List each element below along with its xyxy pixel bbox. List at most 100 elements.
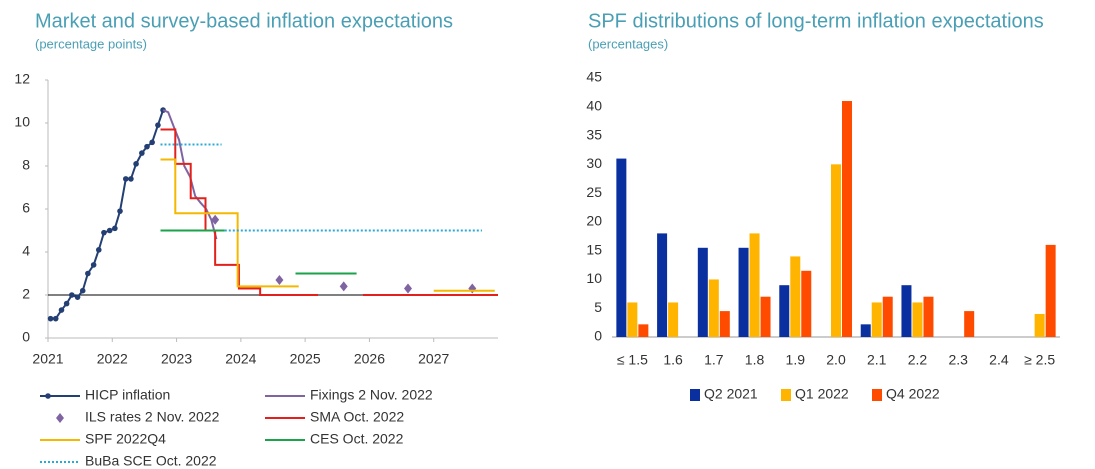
bar — [964, 311, 975, 337]
bar — [719, 311, 730, 337]
bar — [801, 270, 812, 337]
bar — [760, 296, 771, 337]
bar — [912, 302, 923, 337]
legend-label: Q1 2022 — [795, 386, 849, 402]
point — [149, 139, 155, 146]
y-tick-label: 5 — [594, 299, 602, 315]
legend-label: BuBa SCE Oct. 2022 — [85, 453, 217, 469]
legend-label: Q2 2021 — [704, 386, 758, 402]
x-tick-label: ≤ 1.5 — [617, 352, 648, 368]
legend-label: ILS rates 2 Nov. 2022 — [85, 409, 220, 425]
series-line — [160, 158, 299, 288]
x-tick-label: 1.6 — [663, 352, 683, 368]
point — [74, 294, 81, 300]
x-tick-label: 2026 — [354, 351, 385, 367]
y-tick-label: 45 — [586, 69, 602, 85]
x-tick-label: 2025 — [290, 351, 321, 367]
bar — [779, 285, 790, 337]
series-line — [50, 109, 165, 320]
point — [68, 292, 75, 298]
point — [90, 262, 97, 268]
point — [79, 287, 86, 294]
x-tick-label: 2024 — [225, 351, 256, 367]
point — [47, 315, 54, 322]
point — [52, 315, 59, 322]
y-tick-label: 25 — [586, 184, 602, 200]
legend-label: Fixings 2 Nov. 2022 — [310, 387, 433, 403]
bar — [749, 233, 760, 337]
legend-marker — [56, 413, 64, 423]
bar — [871, 302, 882, 337]
bar — [882, 296, 893, 337]
x-tick-label: 2023 — [161, 351, 192, 367]
y-tick-label: 2 — [22, 286, 30, 302]
bar — [831, 164, 841, 337]
point — [404, 283, 412, 294]
legend-label: HICP inflation — [85, 387, 170, 403]
series-line — [160, 128, 318, 296]
x-tick-label: 2.4 — [989, 352, 1009, 368]
x-tick-label: 1.9 — [786, 352, 806, 368]
bar — [616, 158, 627, 337]
chart-subtitle: (percentages) — [588, 36, 668, 51]
point — [339, 281, 348, 292]
legend-swatch — [872, 389, 882, 401]
x-tick-label: 2.2 — [908, 352, 928, 368]
legend-swatch — [781, 389, 791, 401]
point — [101, 229, 107, 236]
point — [117, 208, 123, 214]
bar — [790, 256, 801, 337]
y-tick-label: 10 — [586, 270, 602, 286]
bar — [901, 285, 912, 337]
chart-subtitle: (percentage points) — [35, 36, 147, 51]
point — [128, 176, 134, 182]
x-tick-label: 2022 — [97, 351, 128, 367]
y-tick-label: 15 — [586, 241, 602, 257]
point — [85, 270, 91, 277]
point — [133, 161, 139, 167]
point — [211, 214, 220, 225]
point — [58, 307, 65, 313]
bar — [860, 324, 871, 337]
bar — [657, 233, 668, 337]
chart-title: Market and survey-based inflation expect… — [35, 10, 453, 32]
x-tick-label: 2.3 — [948, 352, 968, 368]
point — [112, 225, 118, 232]
x-tick-label: ≥ 2.5 — [1024, 352, 1055, 368]
legend-label: CES Oct. 2022 — [310, 431, 404, 447]
point — [95, 247, 102, 253]
x-tick-label: 2021 — [32, 351, 63, 367]
x-tick-label: 1.8 — [745, 352, 765, 368]
bar — [923, 296, 934, 337]
chart-title: SPF distributions of long-term inflation… — [588, 10, 1044, 32]
point — [106, 227, 113, 234]
bar — [842, 101, 852, 338]
y-tick-label: 8 — [22, 157, 30, 173]
point — [275, 274, 284, 285]
bar — [1045, 244, 1056, 337]
x-tick-label: 2.0 — [826, 352, 846, 368]
bar — [708, 279, 719, 337]
legend-label: SMA Oct. 2022 — [310, 409, 404, 425]
y-tick-label: 30 — [586, 155, 602, 171]
x-tick-label: 2027 — [418, 351, 449, 367]
y-tick-label: 6 — [22, 200, 30, 216]
point — [63, 300, 70, 307]
legend-label: SPF 2022Q4 — [85, 431, 166, 447]
legend-swatch — [690, 389, 700, 401]
point — [122, 176, 129, 182]
y-tick-label: 4 — [22, 243, 30, 259]
bar — [697, 247, 708, 337]
y-tick-label: 40 — [586, 97, 602, 113]
x-tick-label: 1.7 — [704, 352, 724, 368]
y-tick-label: 0 — [594, 328, 602, 344]
point — [155, 122, 161, 128]
bar — [638, 324, 649, 337]
y-tick-label: 35 — [586, 126, 602, 142]
bar — [738, 247, 749, 337]
y-tick-label: 20 — [586, 213, 602, 229]
bar — [1034, 313, 1045, 337]
x-tick-label: 2.1 — [867, 352, 887, 368]
point — [144, 143, 150, 150]
